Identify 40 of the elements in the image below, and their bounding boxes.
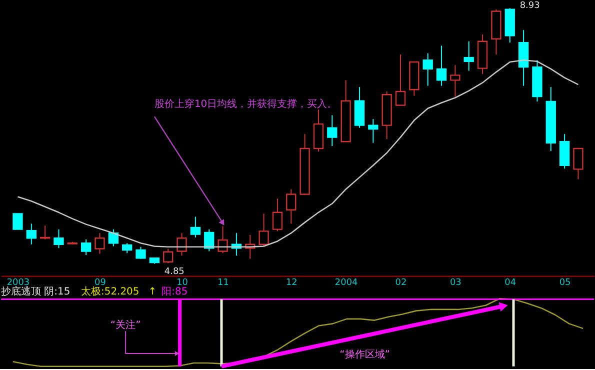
text: 阳:85 [162,286,188,298]
x-tick-label: 05 [559,278,571,288]
x-tick-label: 04 [504,278,516,288]
candlestick [94,232,105,254]
candlestick [559,134,570,170]
annotation: “关注” [110,319,141,332]
candlestick [395,54,406,106]
x-tick-label: 09 [94,278,106,288]
text: 抄底逃顶 阴:15 [0,286,70,298]
candlestick [422,52,433,86]
candlestick [573,148,584,180]
x-tick-label: 12 [286,278,298,288]
annotation: “操作区域” [340,348,390,360]
candlestick [122,242,132,254]
x-tick-label: 2004 [334,278,358,288]
candlestick [272,198,283,232]
candlestick [176,232,187,256]
x-tick-label: 02 [395,278,407,288]
candlestick [54,228,64,249]
x-tick-label: 10 [176,278,188,288]
annotation: 4.85 [164,266,184,277]
candlestick [190,216,201,238]
candlestick [368,118,378,144]
candlestick [258,213,269,247]
candlestick [81,238,92,256]
candlestick [26,223,36,245]
x-tick-label: 03 [450,278,462,288]
candlestick [436,45,447,86]
text: ↑ [148,286,157,298]
candlestick [163,248,174,264]
annotation: 8.93 [520,1,540,12]
annotation: 股价上穿10日均线，并获得支撑，买入。 [154,98,338,110]
candlestick [450,64,460,97]
candlestick [286,188,296,224]
x-tick-label: 11 [218,278,229,288]
candlestick [464,40,474,72]
candlestick [136,246,146,260]
candlestick [327,114,338,146]
text: 太极:52.205 [81,286,140,298]
candlestick [12,213,23,230]
